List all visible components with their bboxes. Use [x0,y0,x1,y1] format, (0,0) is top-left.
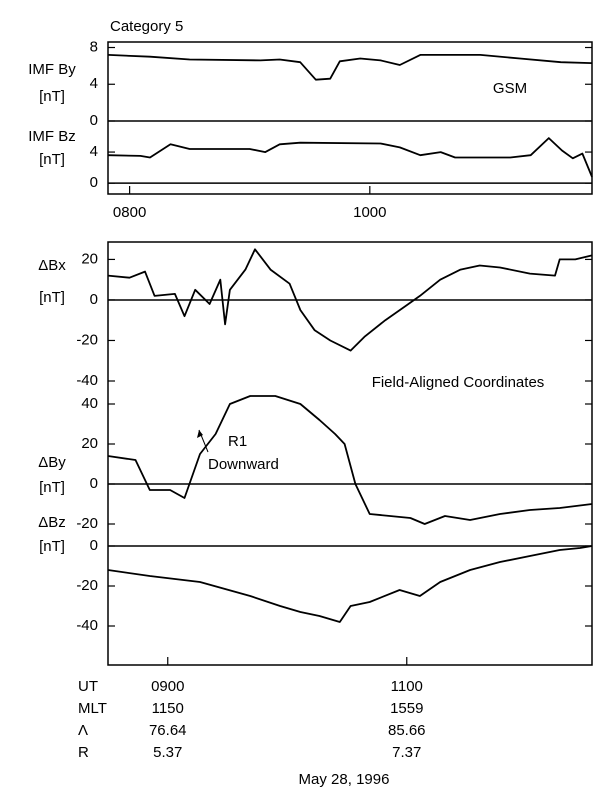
x-tick-label: 1000 [353,204,386,221]
row-value: 7.37 [392,744,421,761]
data-line [107,545,593,623]
top-frame [107,41,593,195]
y-tick-label: 0 [90,475,98,492]
y-axis-label: IMF By [28,61,76,78]
y-tick-label: -20 [76,515,98,532]
y-tick-label: 0 [90,291,98,308]
y-tick-label: -40 [76,372,98,389]
y-axis-label: [nT] [39,538,65,555]
chart-title: Category 5 [110,18,183,35]
x-axis-label: UT [78,678,98,695]
y-axis-label: [nT] [39,479,65,496]
arrow-head [197,430,203,438]
y-tick-label: -40 [76,617,98,634]
y-tick-label: 4 [90,143,98,160]
row-value: 85.66 [388,722,426,739]
annotation: Downward [208,456,279,473]
data-line [107,395,593,525]
data-line [107,137,593,178]
x-tick-label: 0900 [151,678,184,695]
y-axis-label: ΔBz [38,514,66,531]
y-tick-label: 0 [90,174,98,191]
y-tick-label: 0 [90,112,98,129]
y-tick-label: 20 [81,435,98,452]
y-axis-label: [nT] [39,88,65,105]
y-axis-label: ΔBy [38,454,66,471]
row-value: 1150 [152,700,184,717]
y-axis-label: ΔBx [38,257,66,274]
y-axis-label: [nT] [39,151,65,168]
row-value: 76.64 [149,722,187,739]
annotation: R1 [228,433,247,450]
y-axis-label: [nT] [39,289,65,306]
x-tick-label: 0800 [113,204,146,221]
row-value: 5.37 [153,744,182,761]
row-value: 1559 [390,700,423,717]
row-label: R [78,744,89,761]
y-tick-label: -20 [76,577,98,594]
x-tick-label: 1100 [391,678,423,695]
date: May 28, 1996 [299,771,390,788]
y-tick-label: 4 [90,75,98,92]
y-tick-label: 0 [90,537,98,554]
annotation: GSM [493,80,527,97]
data-line [107,54,593,81]
y-tick-label: -20 [76,331,98,348]
row-label: Λ [78,722,88,739]
y-tick-label: 40 [81,395,98,412]
annotation: Field-Aligned Coordinates [372,374,545,391]
y-tick-label: 20 [81,250,98,267]
bottom-frame [107,241,593,666]
y-axis-label: IMF Bz [28,128,76,145]
y-tick-label: 8 [90,38,98,55]
data-line [107,248,593,352]
row-label: MLT [78,700,107,717]
